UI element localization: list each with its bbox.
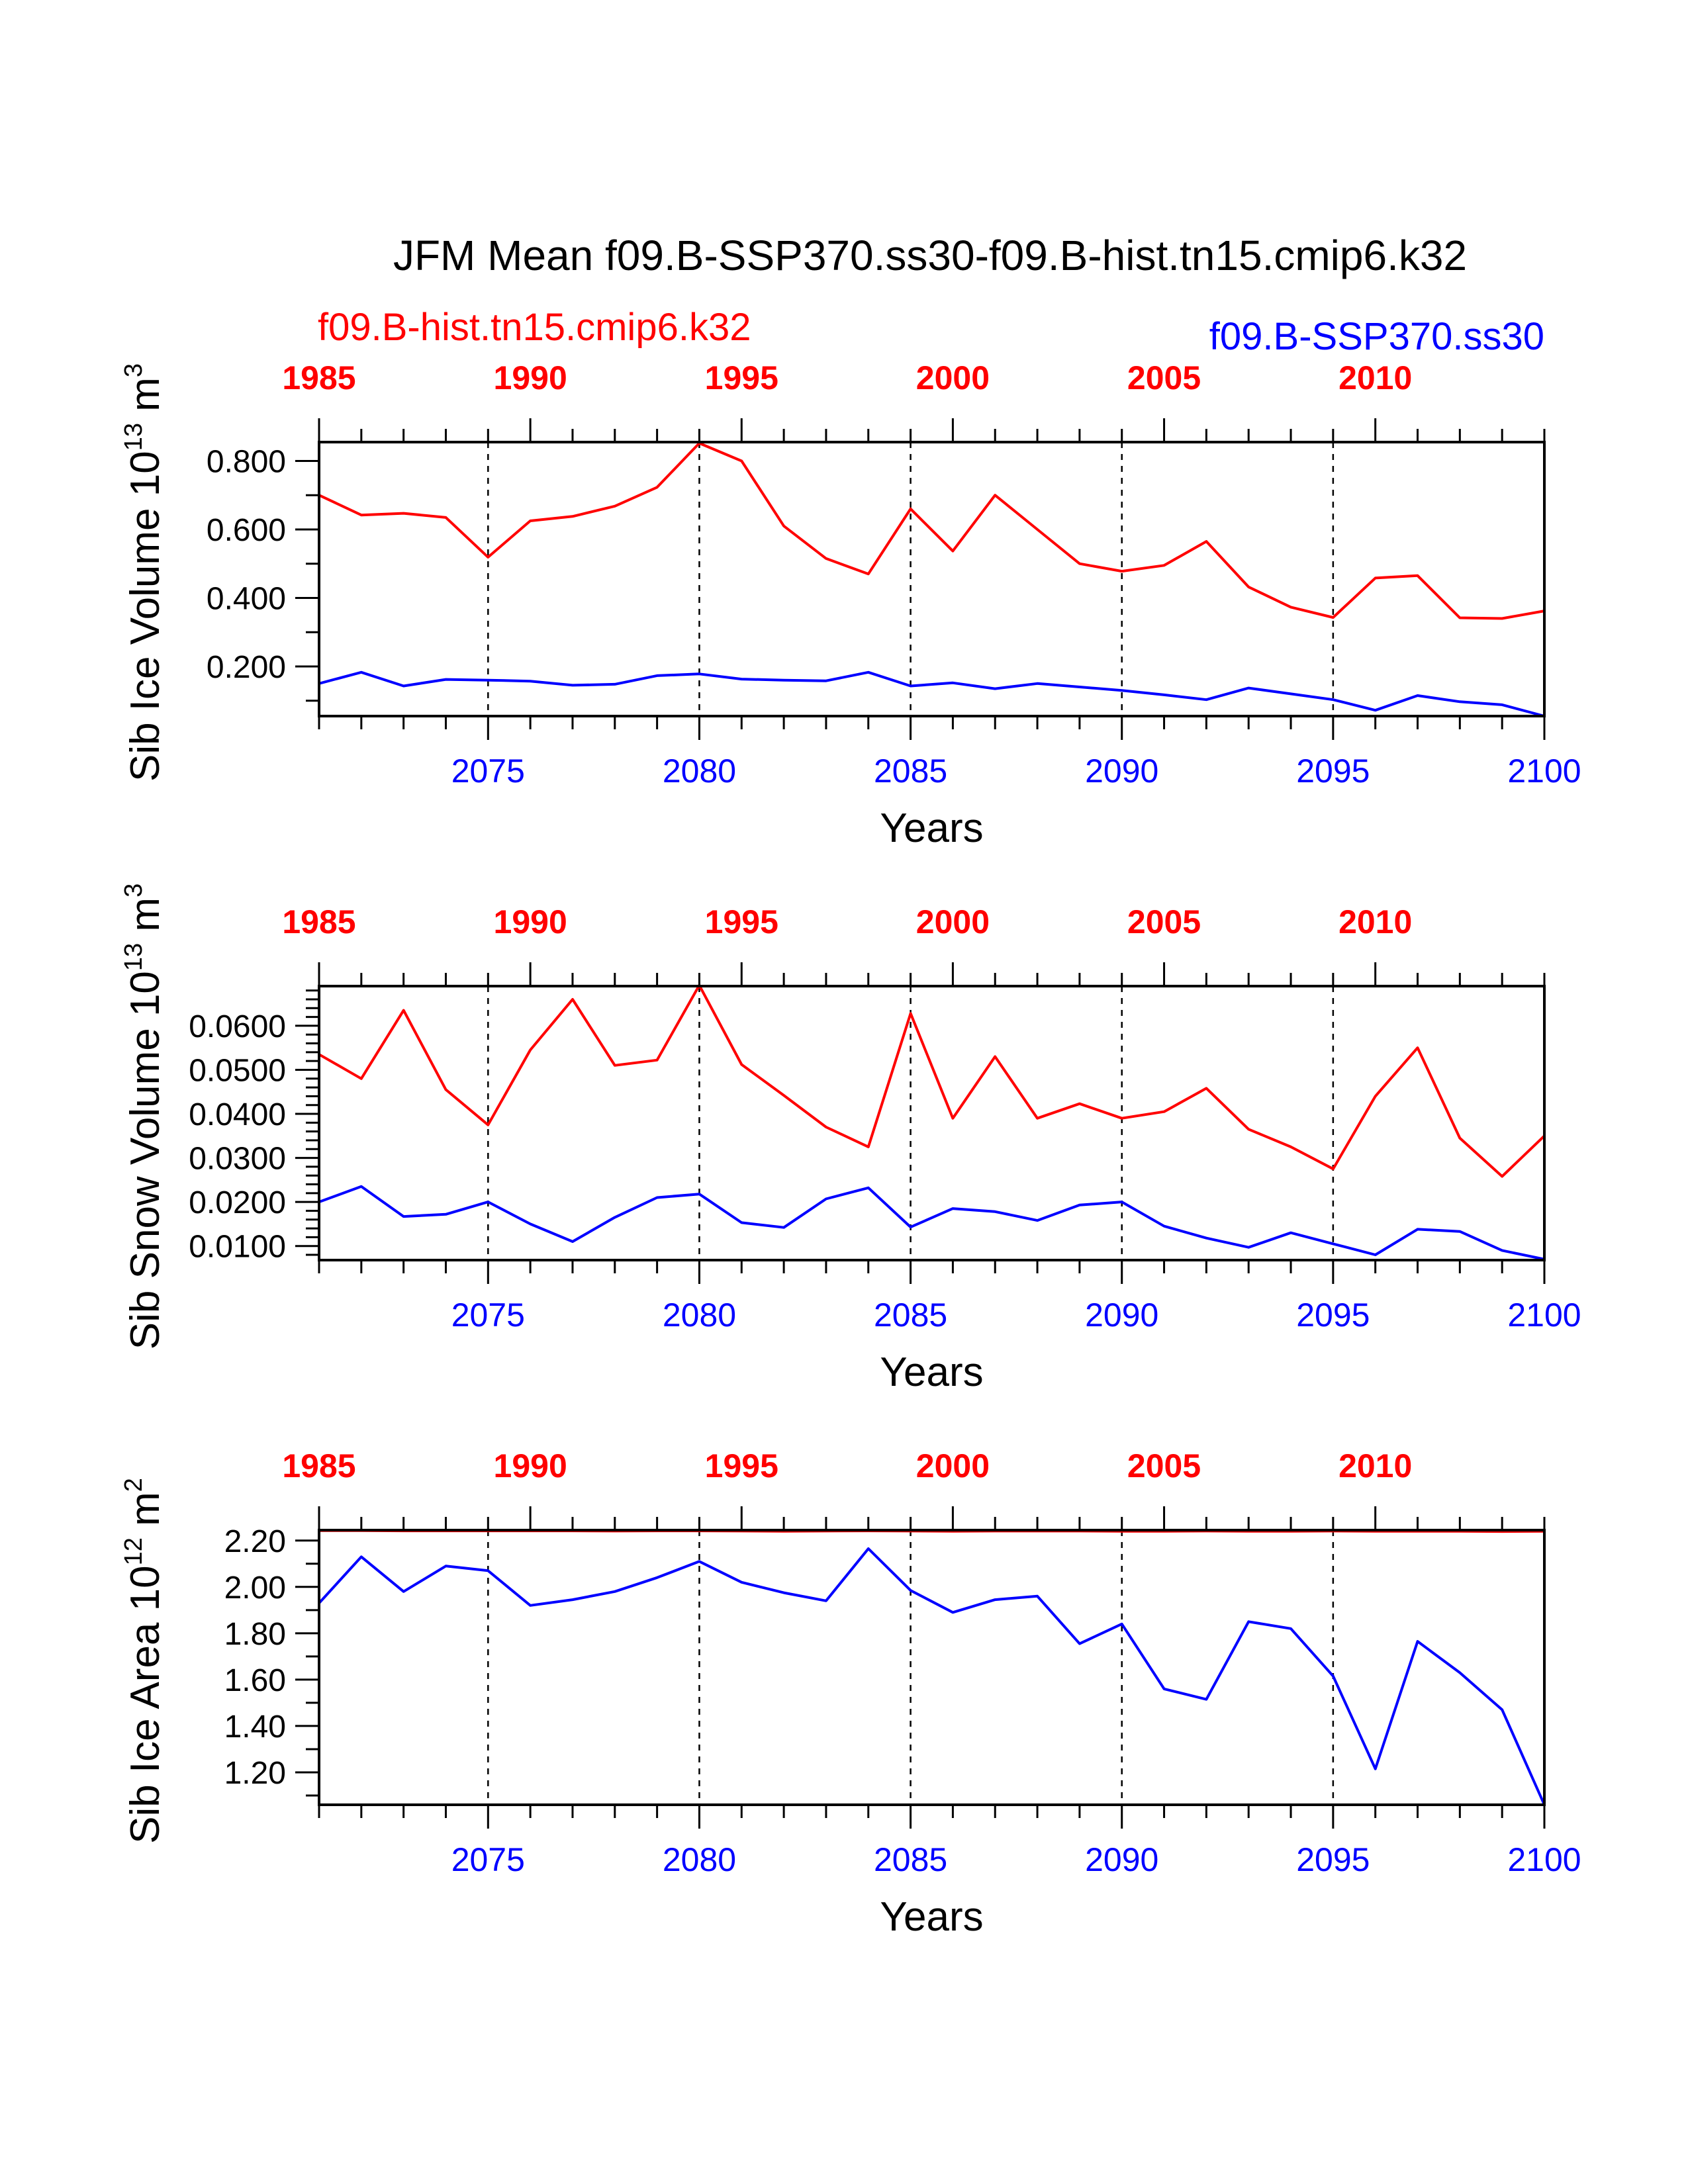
- top-tick-label: 1995: [705, 1447, 778, 1484]
- y-axis-label: Sib Ice Area 1012 m2: [120, 1478, 168, 1844]
- chart-panel-1: 2075 2080 2085 2090 2095 2100 1985 1990 1995 2000…: [120, 359, 1581, 851]
- y-axis-label-ylabel-unit-exp: 3: [120, 884, 148, 897]
- y-axis-label-ylabel-main: Sib Ice Area 10: [122, 1565, 168, 1844]
- x-axis-label: Years: [880, 805, 983, 851]
- y-tick-label: 1.60: [224, 1663, 286, 1698]
- bottom-tick-label: 2080: [663, 1841, 736, 1878]
- top-tick-label: 1990: [494, 903, 567, 940]
- y-tick-label: 2.00: [224, 1570, 286, 1606]
- bottom-tick-label: 2080: [663, 752, 736, 790]
- top-tick-label: 2005: [1127, 903, 1201, 940]
- top-tick-label: 2005: [1127, 1447, 1201, 1484]
- y-tick-label: 0.400: [207, 581, 286, 616]
- y-tick-label: 0.0500: [189, 1053, 286, 1088]
- bottom-tick-label: 2090: [1085, 752, 1158, 790]
- bottom-tick-label: 2080: [663, 1297, 736, 1334]
- hist-series-line: [318, 441, 1545, 620]
- y-axis-label-ylabel-unit: m: [122, 1492, 168, 1537]
- y-tick-label: 0.0100: [189, 1230, 286, 1265]
- bottom-tick-label: 2075: [451, 1297, 525, 1334]
- y-tick-label: 1.40: [224, 1709, 286, 1745]
- top-tick-label: 2000: [916, 359, 990, 396]
- chart-panel-2: 2075 2080 2085 2090 2095 2100 1985 1990 1995 2000…: [120, 884, 1581, 1395]
- bottom-tick-label: 2100: [1507, 752, 1581, 790]
- chart-panel-3: 2075 2080 2085 2090 2095 2100 1985 1990 1995 2000…: [120, 1447, 1581, 1940]
- bottom-tick-label: 2085: [874, 1841, 947, 1878]
- plot-frame: [318, 1529, 1546, 1806]
- bottom-tick-label: 2090: [1085, 1841, 1158, 1878]
- y-tick-label: 0.0300: [189, 1142, 286, 1177]
- top-tick-label: 1985: [282, 903, 355, 940]
- ssp-series-line: [318, 670, 1545, 717]
- y-tick-label: 0.600: [207, 513, 286, 548]
- y-axis-label: Sib Ice Volume 1013 m3: [120, 363, 168, 782]
- top-tick-label: 1985: [282, 359, 355, 396]
- top-tick-label: 1990: [494, 359, 567, 396]
- y-axis-label-ylabel-exp: 13: [120, 423, 148, 451]
- bottom-tick-label: 2095: [1296, 1841, 1370, 1878]
- y-tick-label: 0.0400: [189, 1097, 286, 1132]
- bottom-tick-label: 2085: [874, 1297, 947, 1334]
- legend-ssp-label: f09.B-SSP370.ss30: [1209, 315, 1544, 358]
- y-axis-label-ylabel-unit: m: [122, 897, 168, 943]
- y-axis-label-ylabel-unit-exp: 2: [120, 1478, 148, 1492]
- y-tick-label: 0.200: [207, 650, 286, 685]
- bottom-tick-label: 2085: [874, 752, 947, 790]
- top-tick-label: 2005: [1127, 359, 1201, 396]
- y-tick-label: 2.20: [224, 1524, 286, 1559]
- ssp-series-line: [318, 1185, 1545, 1261]
- y-tick-label: 0.800: [207, 444, 286, 479]
- bottom-tick-label: 2095: [1296, 1297, 1370, 1334]
- ssp-series-line: [318, 1547, 1546, 1805]
- y-tick-label: 1.20: [224, 1756, 286, 1791]
- y-axis-label-ylabel-unit: m: [122, 377, 168, 423]
- top-tick-label: 1990: [494, 1447, 567, 1484]
- top-tick-label: 1995: [705, 903, 778, 940]
- top-tick-label: 2000: [916, 903, 990, 940]
- top-tick-label: 2010: [1338, 903, 1412, 940]
- y-tick-label: 0.0600: [189, 1009, 286, 1044]
- bottom-tick-label: 2100: [1507, 1841, 1581, 1878]
- y-tick-label: 1.80: [224, 1617, 286, 1652]
- bottom-tick-label: 2095: [1296, 752, 1370, 790]
- bottom-tick-label: 2075: [451, 752, 525, 790]
- top-tick-label: 1995: [705, 359, 778, 396]
- plot-frame: [318, 441, 1546, 717]
- y-axis-label-ylabel-unit-exp: 3: [120, 363, 148, 377]
- chart-panels: 2075 2080 2085 2090 2095 2100 1985 1990 1995 2000…: [120, 359, 1581, 1940]
- bottom-tick-label: 2100: [1507, 1297, 1581, 1334]
- x-axis-label: Years: [880, 1349, 983, 1395]
- bottom-tick-label: 2075: [451, 1841, 525, 1878]
- legend-hist-label: f09.B-hist.tn15.cmip6.k32: [318, 306, 751, 349]
- y-axis-label-ylabel-main: Sib Snow Volume 10: [122, 971, 168, 1349]
- y-axis-label-ylabel-exp: 13: [120, 943, 148, 971]
- figure-title: JFM Mean f09.B-SSP370.ss30-f09.B-hist.tn…: [393, 232, 1467, 279]
- top-tick-label: 1985: [282, 1447, 355, 1484]
- top-tick-label: 2010: [1338, 359, 1412, 396]
- top-tick-label: 2010: [1338, 1447, 1412, 1484]
- y-axis-label-ylabel-exp: 12: [120, 1537, 148, 1565]
- top-tick-label: 2000: [916, 1447, 990, 1484]
- y-tick-label: 0.0200: [189, 1185, 286, 1220]
- hist-series-line: [318, 983, 1546, 1178]
- x-axis-label: Years: [880, 1894, 983, 1940]
- y-axis-label: Sib Snow Volume 1013 m3: [120, 884, 168, 1349]
- y-axis-label-ylabel-main: Sib Ice Volume 10: [122, 451, 168, 782]
- bottom-tick-label: 2090: [1085, 1297, 1158, 1334]
